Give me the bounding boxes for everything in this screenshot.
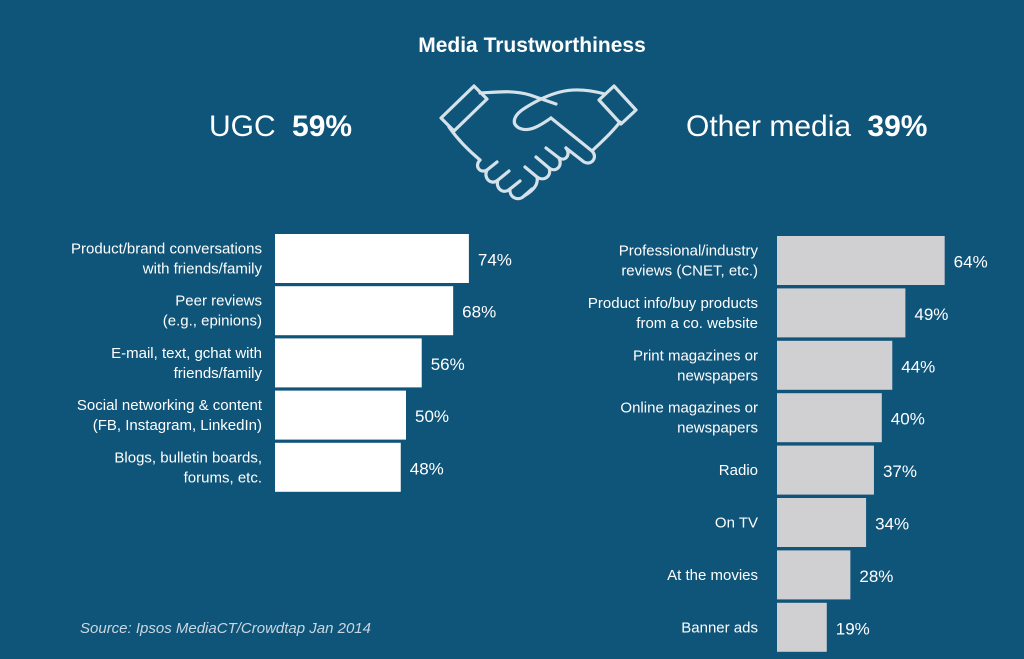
other-media-category-label-line: Professional/industry [619, 243, 759, 260]
other-media-bar [777, 288, 906, 338]
other-media-category-label-line: reviews (CNET, etc.) [621, 263, 758, 280]
other-media-bar-chart: 64% Professional/industry reviews (CNET, e… [588, 236, 988, 652]
ugc-category-label-line: (e.g., epinions) [163, 313, 262, 330]
ugc-bar-chart: 74% Product/brand conversations with frien… [71, 234, 512, 492]
ugc-bar [275, 390, 406, 440]
ugc-category-label-line: friends/family [174, 365, 263, 382]
other-media-category-label: Product info/buy products from a co. webs… [588, 295, 758, 332]
ugc-bar-value-label: 74% [478, 251, 512, 270]
other-media-category-label-line: On TV [715, 515, 758, 532]
ugc-header: UGC 59% [209, 110, 352, 143]
other-media-bar-value-label: 44% [901, 357, 935, 376]
chart-title: Media Trustworthiness [418, 34, 646, 57]
other-media-category-label-line: from a co. website [636, 315, 758, 332]
other-media-category-label: Banner ads [681, 619, 758, 636]
ugc-bar-value-label: 48% [410, 459, 444, 478]
ugc-bar-value-label: 68% [462, 303, 496, 322]
other-media-header-label: Other media [686, 110, 851, 143]
other-media-bar-value-label: 19% [836, 619, 870, 638]
ugc-header-value: 59% [292, 110, 352, 143]
ugc-category-label: Social networking & content (FB, Instagra… [77, 397, 263, 434]
ugc-category-label-line: Social networking & content [77, 397, 263, 414]
ugc-category-label-line: Blogs, bulletin boards, [114, 449, 262, 466]
other-media-category-label: On TV [715, 515, 758, 532]
other-media-category-label-line: At the movies [667, 567, 758, 584]
other-media-bar-value-label: 40% [891, 410, 925, 429]
ugc-category-label-line: forums, etc. [184, 469, 262, 486]
other-media-category-label-line: Online magazines or [620, 400, 758, 417]
other-media-bar [777, 550, 851, 600]
other-media-bar-value-label: 34% [875, 515, 909, 534]
source-note: Source: Ipsos MediaCT/Crowdtap Jan 2014 [80, 620, 371, 637]
other-media-header-value: 39% [867, 110, 927, 143]
ugc-category-label-line: Product/brand conversations [71, 241, 262, 258]
ugc-category-label: Peer reviews (e.g., epinions) [163, 293, 262, 330]
ugc-bar-value-label: 50% [415, 407, 449, 426]
other-media-bar [777, 340, 893, 390]
other-media-category-label-line: Product info/buy products [588, 295, 758, 312]
other-media-bar-value-label: 28% [859, 567, 893, 586]
ugc-bar-value-label: 56% [431, 355, 465, 374]
other-media-bar [777, 602, 827, 652]
ugc-category-label: E-mail, text, gchat with friends/family [111, 345, 262, 382]
other-media-bar-value-label: 37% [883, 462, 917, 481]
other-media-category-label-line: newspapers [677, 367, 758, 384]
other-media-bar-value-label: 64% [954, 253, 988, 272]
ugc-bar [275, 442, 401, 492]
other-media-category-label: Online magazines or newspapers [620, 400, 758, 437]
other-media-category-label: At the movies [667, 567, 758, 584]
other-media-bar [777, 445, 874, 495]
other-media-bar-value-label: 49% [914, 305, 948, 324]
other-media-category-label-line: newspapers [677, 420, 758, 437]
other-media-category-label-line: Radio [719, 462, 758, 479]
other-media-category-label: Radio [719, 462, 758, 479]
other-media-category-label-line: Banner ads [681, 619, 758, 636]
ugc-header-label: UGC [209, 110, 276, 143]
other-media-category-label-line: Print magazines or [633, 347, 758, 364]
ugc-category-label-line: E-mail, text, gchat with [111, 345, 262, 362]
ugc-category-label-line: Peer reviews [175, 293, 262, 310]
handshake-icon [439, 84, 638, 201]
other-media-header: Other media 39% [686, 110, 927, 143]
ugc-bar [275, 234, 469, 283]
other-media-bar [777, 498, 867, 547]
other-media-bar [777, 393, 882, 443]
ugc-bar [275, 286, 454, 336]
ugc-category-label-line: (FB, Instagram, LinkedIn) [93, 417, 262, 434]
ugc-bar [275, 338, 422, 388]
ugc-category-label: Blogs, bulletin boards, forums, etc. [114, 449, 262, 486]
other-media-bar [777, 236, 945, 285]
ugc-category-label-line: with friends/family [142, 261, 263, 278]
other-media-category-label: Print magazines or newspapers [633, 347, 758, 384]
other-media-category-label: Professional/industry reviews (CNET, etc.… [619, 243, 759, 280]
ugc-category-label: Product/brand conversations with friends/… [71, 241, 262, 278]
